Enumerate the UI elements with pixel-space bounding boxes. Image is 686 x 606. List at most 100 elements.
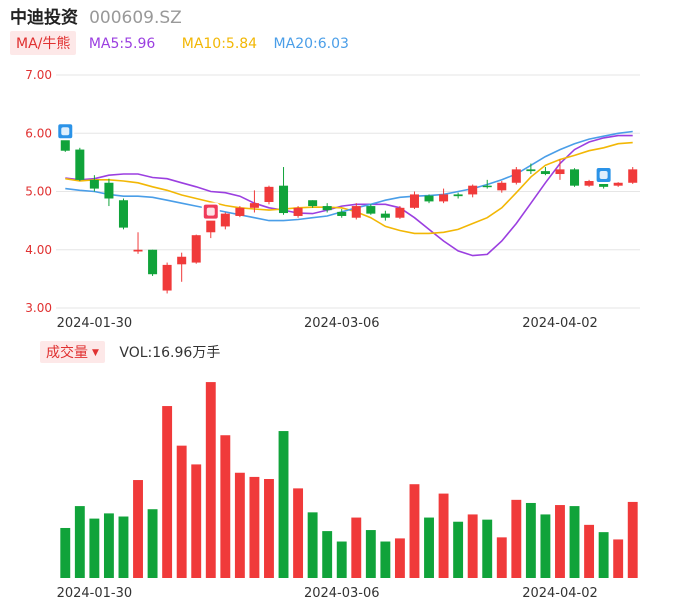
volume-bar (598, 532, 609, 578)
volume-bar (191, 464, 202, 578)
volume-bar (453, 521, 464, 578)
volume-bar (569, 506, 580, 578)
volume-bar (409, 484, 420, 578)
volume-bar (511, 499, 522, 578)
volume-bar (584, 524, 595, 578)
candle-body (555, 169, 565, 175)
volume-bar (162, 406, 173, 578)
candle-body (206, 215, 216, 233)
candle-body (526, 169, 536, 172)
candle-body (424, 195, 434, 202)
volume-bar (613, 539, 624, 578)
y-tick-label: 7.00 (25, 68, 52, 82)
volume-bar (147, 509, 158, 578)
volume-bar (133, 480, 143, 578)
ma20-legend: MA20:6.03 (273, 36, 349, 52)
candle-body (613, 182, 623, 186)
candle-body (104, 182, 114, 199)
candle-body (249, 203, 259, 208)
volume-bar (627, 501, 638, 578)
ma10-legend: MA10:5.84 (181, 36, 258, 52)
volume-bar (89, 518, 100, 578)
candle-body (439, 194, 449, 202)
ma-indicator-tab[interactable]: MA/牛熊 (10, 31, 77, 55)
volume-bar (205, 382, 216, 578)
volume-bar (380, 541, 391, 578)
volume-bar (293, 488, 304, 578)
ma-legend: MA/牛熊 MA5:5.96 MA10:5.84 MA20:6.03 (10, 31, 349, 55)
candle-body (453, 194, 463, 197)
candle-body (380, 213, 390, 218)
volume-bar (424, 517, 434, 578)
candle-body (235, 207, 245, 216)
candle-body (75, 149, 85, 180)
volume-bar (60, 527, 71, 578)
y-tick-label: 5.00 (25, 185, 52, 199)
candle-body (322, 206, 332, 211)
candle-body (308, 200, 318, 207)
volume-bar (540, 514, 551, 578)
x-tick-label: 2024-01-30 (57, 586, 133, 601)
candle-body (540, 171, 550, 175)
volume-bar (249, 476, 260, 578)
y-tick-label: 4.00 (25, 243, 52, 257)
volume-bar (307, 512, 318, 578)
candle-body (60, 137, 70, 151)
ma20-line (65, 130, 633, 222)
ma5-legend: MA5:5.96 (88, 36, 156, 52)
candle-body (148, 249, 158, 275)
ma5-line (65, 134, 633, 257)
candle-body (409, 194, 419, 208)
candle-body (293, 207, 303, 216)
volume-bar (496, 537, 507, 578)
y-tick-label: 6.00 (25, 126, 52, 140)
candle-body (177, 256, 187, 265)
caret-down-icon: ▼ (92, 348, 99, 358)
candle-body (279, 185, 289, 214)
volume-bar (365, 530, 376, 578)
x-tick-label: 2024-04-02 (522, 316, 598, 331)
volume-bar (467, 514, 478, 578)
candle-body (264, 186, 274, 202)
volume-bar (264, 479, 274, 578)
volume-indicator-label: 成交量 (46, 345, 88, 361)
volume-bar (234, 472, 245, 578)
candle-body (482, 185, 492, 188)
candle-body (191, 235, 201, 263)
volume-bar (322, 531, 333, 578)
candle-body (220, 213, 230, 227)
candle-body (511, 169, 521, 183)
volume-bar (176, 445, 187, 578)
volume-indicator-dropdown[interactable]: 成交量 ▼ (40, 341, 105, 363)
volume-bar (394, 538, 405, 578)
candle-body (162, 264, 172, 291)
x-tick-label: 2024-03-06 (304, 316, 380, 331)
bear-icon (594, 165, 613, 184)
volume-bar (555, 505, 565, 578)
volume-bar (438, 493, 449, 578)
candle-body (584, 181, 594, 186)
stock-name: 中迪投资 (10, 8, 78, 28)
candle-body (337, 211, 347, 216)
y-tick-label: 3.00 (25, 301, 52, 315)
volume-bar (74, 506, 85, 578)
candle-body (366, 206, 376, 214)
candle-body (351, 206, 361, 218)
candle-body (89, 179, 99, 189)
volume-bar (351, 517, 362, 578)
stock-code: 000609.SZ (89, 8, 182, 28)
x-tick-label: 2024-03-06 (304, 586, 380, 601)
volume-bar (278, 431, 289, 578)
bull-icon (201, 202, 220, 221)
volume-value: VOL:16.96万手 (119, 345, 221, 361)
volume-bar (220, 435, 231, 578)
volume-bar (103, 513, 114, 578)
volume-bar (525, 502, 536, 578)
volume-bar (482, 519, 493, 578)
candle-body (395, 207, 405, 218)
candle-body (570, 169, 580, 186)
candle-body (133, 249, 143, 252)
candle-body (497, 182, 507, 191)
candle-body (468, 185, 478, 195)
